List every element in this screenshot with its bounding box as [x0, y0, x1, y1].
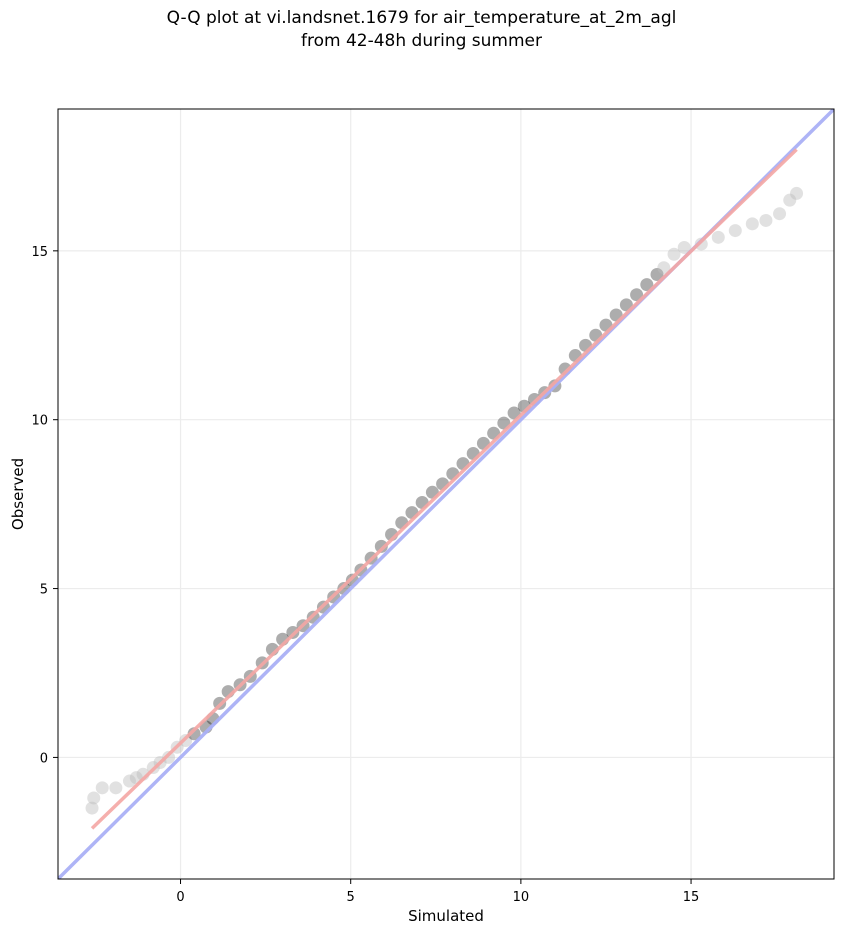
y-tick-label: 15 [31, 245, 48, 260]
fit-line [90, 148, 798, 830]
y-tick-label: 10 [31, 414, 48, 429]
x-tick-label: 15 [683, 890, 700, 905]
y-tick-label: 5 [40, 583, 48, 598]
data-point [745, 217, 759, 231]
data-point [667, 247, 681, 261]
chart-title-line1: Q-Q plot at vi.landsnet.1679 for air_tem… [166, 8, 677, 28]
data-point [650, 267, 664, 281]
chart-title-line2: from 42-48h during summer [301, 31, 542, 51]
y-axis-label: Observed [9, 458, 27, 530]
data-point [187, 727, 201, 741]
data-point [95, 781, 109, 795]
y-tick-label: 0 [40, 751, 48, 766]
data-point [728, 224, 742, 238]
x-axis-label: Simulated [408, 907, 484, 925]
data-point [783, 193, 797, 207]
data-point [694, 237, 708, 251]
data-point [87, 791, 101, 805]
x-tick-label: 0 [176, 890, 184, 905]
data-point [711, 230, 725, 244]
data-point [677, 240, 691, 254]
data-point [122, 774, 136, 788]
data-point [162, 750, 176, 764]
data-point [374, 539, 388, 553]
x-tick-label: 5 [347, 890, 355, 905]
data-point [657, 261, 671, 275]
data-point [773, 207, 787, 221]
data-point [759, 213, 773, 227]
data-point [85, 801, 99, 815]
data-point [630, 288, 644, 302]
data-point [109, 781, 123, 795]
plot-layer [58, 109, 834, 879]
x-tick-label: 10 [513, 890, 530, 905]
data-point [790, 186, 804, 200]
data-point [640, 278, 654, 292]
plot-frame [57, 108, 835, 880]
